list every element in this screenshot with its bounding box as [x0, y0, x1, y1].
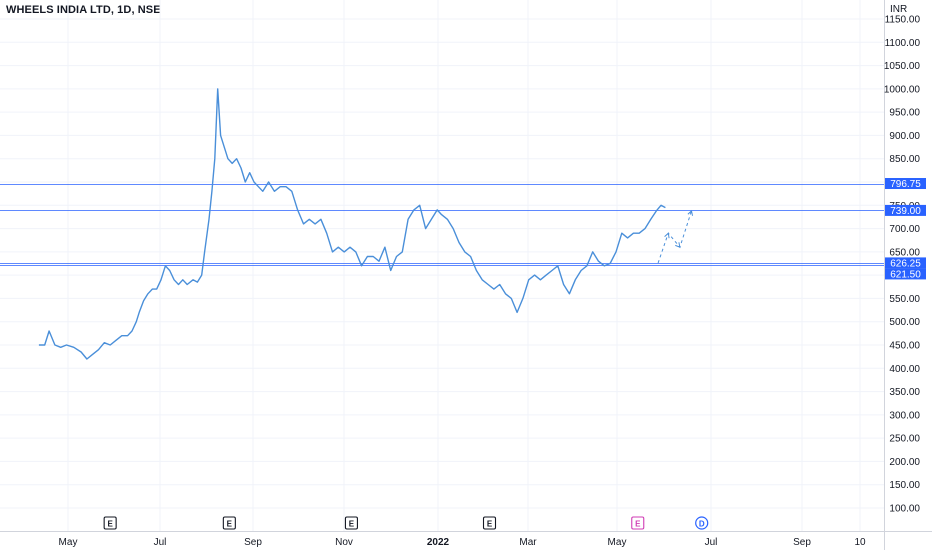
earnings-marker	[222, 516, 236, 530]
y-tick-label: 650.00	[889, 247, 920, 258]
x-tick-label: 2022	[427, 537, 450, 548]
earnings-marker	[344, 516, 358, 530]
x-tick-label: Sep	[244, 537, 262, 548]
y-tick-label: 300.00	[889, 410, 920, 421]
y-tick-label: 350.00	[889, 387, 920, 398]
earnings-marker	[631, 516, 645, 530]
y-tick-label: 550.00	[889, 294, 920, 305]
y-tick-label: 900.00	[889, 131, 920, 142]
x-tick-label: May	[59, 537, 78, 548]
event-marker-label: D	[699, 520, 705, 529]
price-series-line	[38, 88, 666, 360]
projection-arrowhead	[675, 242, 681, 249]
projection-path	[657, 210, 692, 264]
x-tick-label: Jul	[705, 537, 718, 548]
y-tick-label: 1150.00	[885, 15, 921, 26]
earnings-marker	[103, 516, 117, 530]
level-label-box	[885, 257, 926, 269]
event-marker-label: E	[635, 520, 641, 529]
projection-arrowhead	[664, 232, 670, 239]
y-tick-label: 700.00	[889, 224, 920, 235]
event-marker-label: E	[227, 520, 233, 529]
x-tick-label: Jul	[154, 537, 167, 548]
level-label: 739.00	[890, 206, 921, 217]
y-tick-label: 150.00	[889, 480, 920, 491]
x-tick-label: Nov	[335, 537, 353, 548]
level-label: 796.75	[890, 179, 921, 190]
level-label-box	[885, 204, 926, 216]
chart-title: WHEELS INDIA LTD, 1D, NSE	[6, 4, 161, 16]
x-tick-label: Mar	[519, 537, 537, 548]
y-tick-label: 200.00	[889, 457, 920, 468]
y-tick-label: 1100.00	[885, 38, 921, 49]
y-tick-label: 100.00	[889, 504, 920, 515]
level-label-box	[885, 268, 926, 280]
y-tick-label: 850.00	[889, 154, 920, 165]
event-marker-label: E	[107, 520, 113, 529]
y-tick-label: 1050.00	[884, 61, 921, 72]
event-marker-label: E	[349, 520, 355, 529]
y-tick-label: 400.00	[889, 364, 920, 375]
event-marker-label: E	[487, 520, 493, 529]
projection-arrowhead	[687, 209, 693, 216]
currency-label: INR	[890, 4, 908, 15]
level-label: 626.25	[890, 258, 921, 269]
x-tick-label: Sep	[793, 537, 811, 548]
level-label-box	[885, 178, 926, 190]
y-tick-label: 950.00	[889, 108, 920, 119]
x-tick-label: 10	[854, 537, 866, 548]
y-tick-label: 500.00	[889, 317, 920, 328]
x-tick-label: May	[608, 537, 627, 548]
y-tick-label: 1000.00	[884, 84, 921, 95]
dividend-marker	[695, 516, 709, 530]
y-tick-label: 250.00	[889, 434, 920, 445]
level-label: 621.50	[890, 269, 921, 280]
earnings-marker	[482, 516, 497, 530]
y-tick-label: 450.00	[889, 341, 920, 352]
